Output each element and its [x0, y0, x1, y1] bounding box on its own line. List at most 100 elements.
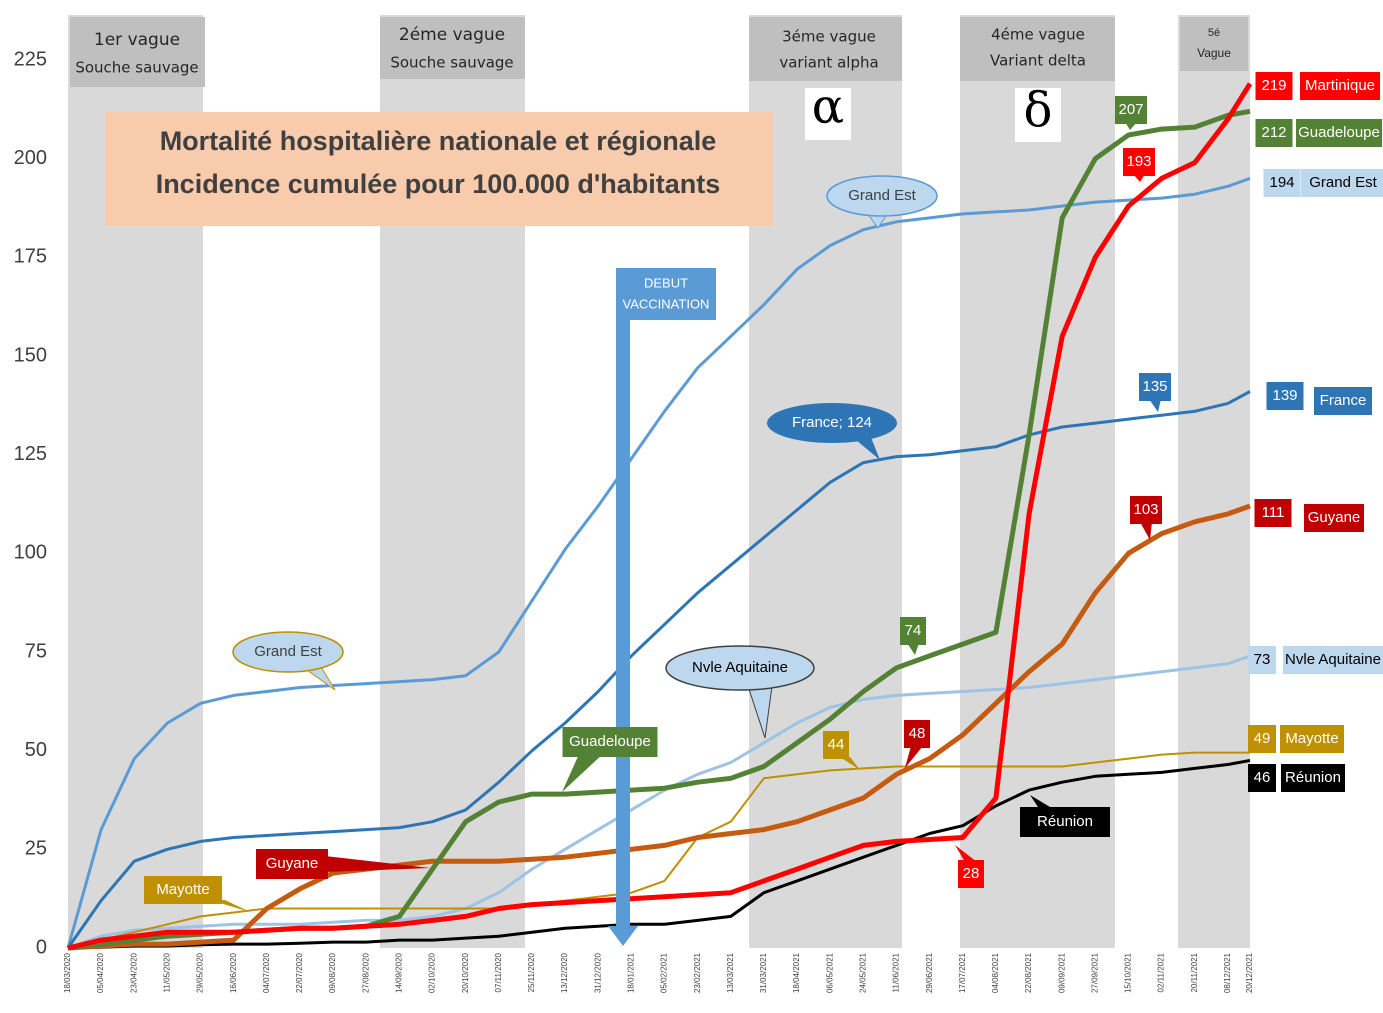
callout-tail [907, 643, 919, 655]
callout-label: Guyane [266, 855, 319, 872]
wave-label: 4éme vague [991, 26, 1085, 44]
y-tick-label: 225 [14, 48, 47, 70]
callout-shape [1283, 646, 1383, 674]
wave-box [749, 17, 902, 81]
callout-shape [1255, 119, 1293, 147]
plot: 0 25 50 75 100 125 150 175 200 225 18/03/2020 05/04… [14, 48, 1254, 993]
callout-label: 193 [1126, 153, 1151, 170]
wave-band [1178, 15, 1250, 948]
callout-label: 28 [963, 865, 980, 882]
callout-shape [1020, 807, 1110, 837]
wave-sublabel: Variant delta [990, 52, 1086, 70]
x-tick-label: 24/05/2021 [858, 952, 867, 993]
series-line [66, 176, 1251, 949]
callout-shape [665, 645, 815, 691]
x-tick-label: 07/11/2020 [494, 952, 503, 992]
annotations: Grand Est Grand Est France; 124 Guadeloupe N… [144, 72, 1383, 912]
x-tick-label: 18/01/2021 [626, 952, 635, 993]
x-tick-label: 29/06/2021 [925, 952, 934, 993]
callout-label: 49 [1254, 730, 1271, 747]
callout-shape [1248, 764, 1276, 792]
chart-title: Mortalité hospitalière nationale et régi… [160, 126, 717, 156]
x-tick-label: 15/10/2021 [1124, 952, 1133, 993]
wave-band [749, 15, 902, 948]
callout-tail [1149, 399, 1161, 412]
wave-label: 3éme vague [782, 28, 876, 46]
wave-box [960, 17, 1115, 81]
callout-shape [1263, 169, 1301, 197]
x-tick-label: 14/09/2020 [395, 952, 404, 993]
x-tick-label: 20/11/2021 [1190, 952, 1199, 992]
callout-shape [1248, 646, 1276, 674]
callout-shape [1296, 119, 1382, 147]
callout-shape [1280, 725, 1344, 753]
y-tick-label: 200 [14, 147, 47, 169]
callout-shape [1254, 499, 1292, 527]
variant-box [805, 88, 851, 140]
callout-label: 46 [1254, 769, 1271, 786]
wave-label: 2éme vague [399, 25, 505, 45]
vaccination-box [616, 268, 716, 320]
x-tick-label: 25/11/2020 [527, 952, 536, 992]
wave-sublabel: Souche sauvage [75, 59, 198, 77]
callout-label: 103 [1133, 501, 1158, 518]
x-tick-label: 20/10/2020 [461, 952, 470, 993]
x-tick-label: 13/12/2020 [560, 952, 569, 993]
y-tick-label: 75 [25, 640, 47, 662]
callout-label: Guyane [1308, 509, 1361, 526]
wave-sublabel: Vague [1197, 46, 1231, 60]
y-tick-label: 125 [14, 443, 47, 465]
x-tick-label: 18/03/2020 [63, 952, 72, 993]
callout-shape [1281, 764, 1345, 792]
x-tick-label: 22/07/2020 [295, 952, 304, 993]
x-tick-label: 09/08/2020 [328, 952, 337, 993]
wave-box [1180, 17, 1248, 71]
variant-symbol: α [812, 79, 844, 135]
callout-tail [1140, 522, 1152, 540]
x-tick-label: 17/07/2021 [958, 952, 967, 993]
x-tick-label: 27/09/2021 [1090, 952, 1099, 993]
x-tick-label: 05/04/2020 [96, 952, 105, 993]
callout-label: Guadeloupe [1298, 124, 1380, 141]
callout-label: 48 [909, 725, 926, 742]
callout-shape [1115, 96, 1147, 124]
y-tick-label: 175 [14, 246, 47, 268]
callout-label: Guadeloupe [569, 733, 651, 750]
callout-label: Grand Est [848, 187, 916, 204]
x-tick-label: 29/05/2020 [196, 952, 205, 993]
callout-shape [1301, 169, 1383, 197]
wave-box [70, 17, 205, 87]
x-tick-label: 23/04/2020 [129, 952, 138, 993]
callout-label: 139 [1272, 387, 1297, 404]
wave-sublabel: Souche sauvage [390, 54, 513, 72]
y-tick-label: 0 [36, 936, 47, 958]
x-tick-label: 11/06/2021 [892, 952, 901, 992]
x-tick-label: 08/12/2021 [1223, 952, 1232, 993]
x-tick-label: 31/12/2020 [593, 952, 602, 993]
callout-shape [1255, 72, 1293, 100]
callout-shape [1304, 504, 1364, 532]
x-tick-label: 05/02/2021 [660, 952, 669, 993]
callout-label: Martinique [1305, 77, 1375, 94]
callout-label: 212 [1261, 124, 1286, 141]
x-tick-label: 04/07/2020 [262, 952, 271, 993]
callout-label: 74 [905, 622, 922, 639]
callout-label: France; 124 [792, 414, 872, 431]
callout-label: 73 [1254, 651, 1271, 668]
callout-shape [904, 720, 930, 748]
wave-box [380, 17, 525, 79]
vaccination-label: DEBUT [644, 275, 688, 290]
y-tick-label: 50 [25, 739, 47, 761]
callout-tail [955, 845, 977, 862]
title-box [105, 112, 773, 226]
callout-label: Mayotte [156, 881, 209, 898]
x-tick-label: 31/03/2021 [759, 952, 768, 993]
callout-label: 135 [1142, 378, 1167, 395]
callout-shape [826, 175, 938, 217]
x-tick-label: 27/08/2020 [361, 952, 370, 993]
series-line [67, 82, 1253, 951]
callout-label: Grand Est [1309, 174, 1377, 191]
callout-shape [1248, 725, 1276, 753]
callout-shape [1130, 496, 1162, 524]
